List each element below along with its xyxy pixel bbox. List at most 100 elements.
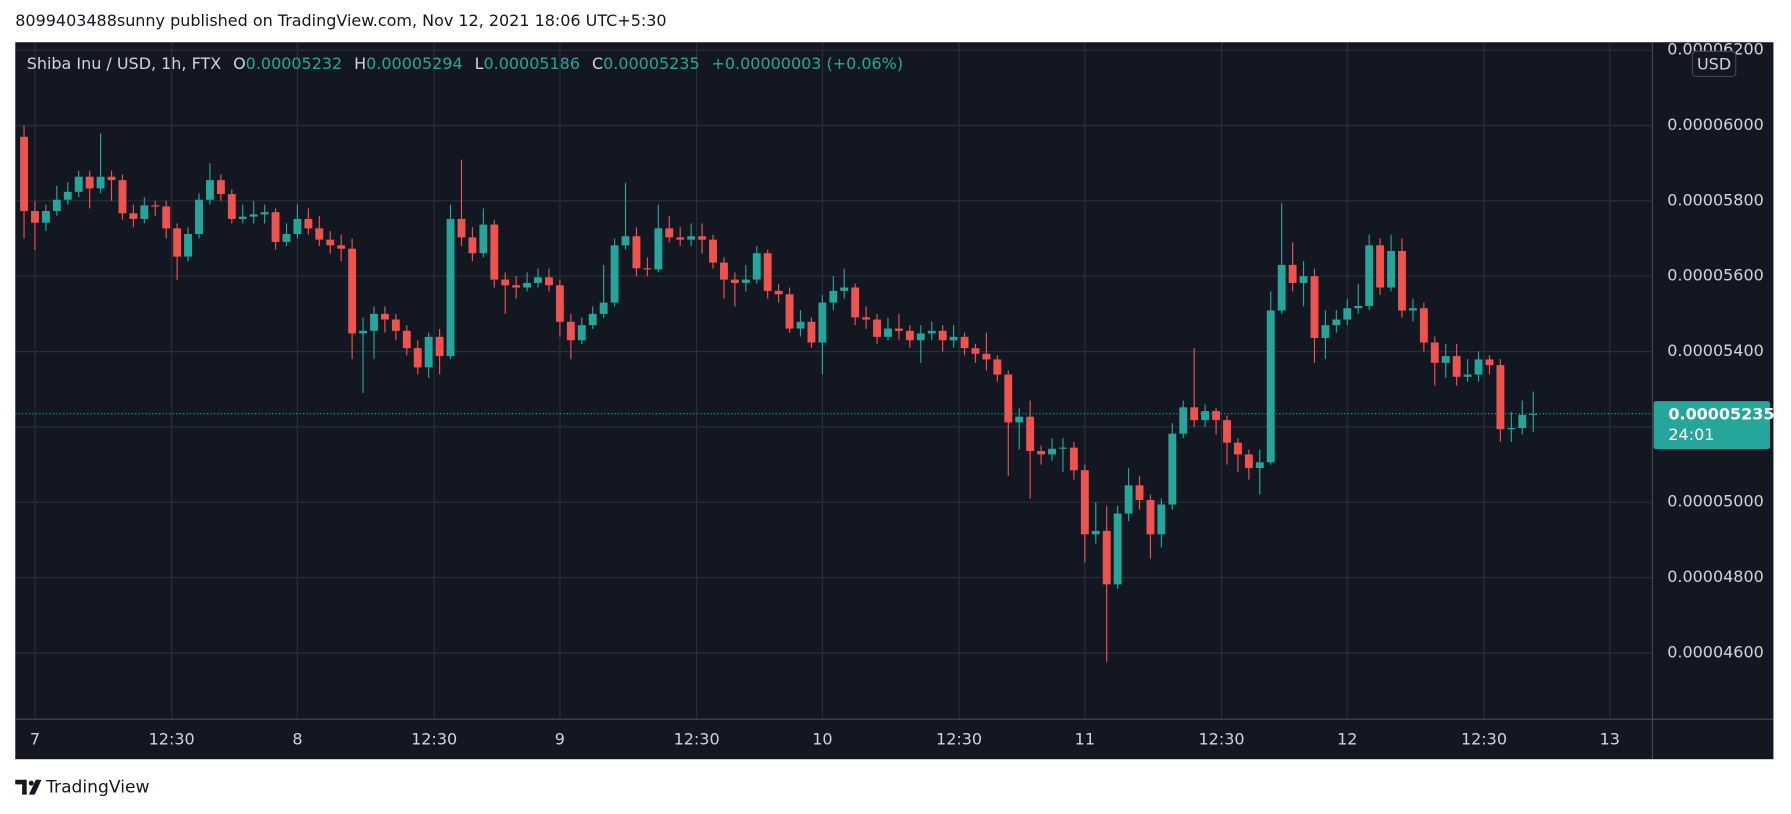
candle-body [271, 212, 280, 242]
x-tick-label: 13 [1600, 729, 1620, 748]
chart-panel [15, 42, 1774, 760]
candle-body [534, 277, 542, 283]
candle-body [173, 228, 182, 257]
publisher-line: 8099403488sunny published on TradingView… [15, 11, 666, 30]
candle-body [446, 218, 455, 357]
candle-body [337, 245, 346, 249]
candle-body [85, 176, 94, 189]
x-tick-label: 12:30 [411, 729, 457, 748]
y-tick-label: 0.00004800 [1667, 567, 1764, 586]
candle-body [1102, 530, 1111, 585]
candle-body [1288, 264, 1297, 283]
candle-body [216, 180, 225, 195]
candle-body [1310, 276, 1319, 338]
close-label: C [592, 53, 603, 72]
candle-body [1496, 365, 1505, 430]
candle-body [1474, 359, 1483, 375]
candle-body [993, 359, 1002, 375]
countdown: 24:01 [1668, 425, 1714, 444]
candle-body [676, 237, 685, 240]
candle-body [457, 218, 466, 238]
candle-body [1157, 504, 1166, 535]
candle-body [960, 336, 969, 349]
candle-body [1015, 416, 1024, 423]
candle-body [1135, 485, 1144, 500]
candle-body [391, 319, 400, 331]
x-tick-label: 7 [30, 729, 40, 748]
candle-body [249, 214, 258, 217]
tradingview-logo: TradingView [15, 778, 149, 798]
candle-body [206, 180, 214, 200]
candle-body [621, 236, 630, 246]
high-label: H [354, 53, 366, 72]
candle-body [862, 317, 871, 320]
candle-body [20, 136, 28, 212]
candle-body [1091, 530, 1100, 535]
candle-body [905, 330, 914, 341]
x-tick-label: 12 [1337, 729, 1357, 748]
candle-body [424, 336, 433, 368]
candle-body [1463, 374, 1472, 377]
candle-body [894, 328, 903, 331]
candle-body [1244, 454, 1253, 468]
candle-body [118, 180, 127, 214]
candle-body [512, 285, 521, 288]
candle-body [1419, 308, 1428, 343]
candle-body [479, 224, 488, 254]
candle-body [1168, 433, 1177, 505]
candle-body [151, 205, 160, 207]
candle-body [1059, 447, 1067, 449]
candle-body [873, 319, 881, 337]
x-tick-label: 12:30 [936, 729, 982, 748]
candle-body [1365, 245, 1374, 306]
candle-body [741, 279, 750, 283]
candle-body [1518, 414, 1527, 429]
candle-body [1080, 470, 1089, 535]
candle-body [359, 330, 367, 334]
x-tick-label: 8 [292, 729, 302, 748]
candle-body [435, 336, 444, 357]
x-tick-label: 12:30 [1461, 729, 1507, 748]
low-value: 0.00005186 [484, 53, 581, 72]
candle-body [1113, 513, 1122, 585]
x-tick-label: 12:30 [1199, 729, 1245, 748]
candle-body [632, 236, 641, 269]
candle-body [380, 313, 389, 320]
candle-body [720, 262, 728, 280]
candle-body [1332, 319, 1341, 326]
candle-body [162, 206, 171, 229]
candle-body [1452, 356, 1461, 377]
x-tick-label: 12:30 [674, 729, 720, 748]
change: +0.00000003 (+0.06%) [712, 53, 904, 72]
candle-body [1146, 499, 1155, 535]
candle-body [566, 321, 575, 341]
candle-body [96, 176, 105, 189]
candle-body [304, 218, 313, 229]
candle-body [687, 236, 696, 240]
candle-body [195, 199, 203, 235]
candle-body [31, 211, 39, 223]
y-tick-label: 0.00005800 [1667, 190, 1764, 209]
candle-body [752, 253, 761, 280]
currency: USD [1697, 55, 1731, 74]
candle-body [588, 313, 597, 326]
candle-body [949, 336, 958, 341]
candle-body [129, 213, 138, 219]
candle-body [1037, 451, 1046, 455]
candle-body [1441, 356, 1450, 363]
candles [15, 125, 1653, 662]
candle-body [293, 218, 302, 235]
y-tick-label: 0.00005000 [1667, 492, 1764, 511]
candle-body [982, 353, 991, 360]
candle-body [184, 234, 193, 257]
candle-body [238, 216, 247, 219]
y-tick-label: 0.00004600 [1667, 642, 1764, 661]
candle-body [1321, 325, 1330, 338]
candle-body [260, 212, 269, 215]
candle-body [1234, 442, 1242, 455]
candle-body [829, 290, 838, 303]
candle-body [545, 277, 553, 286]
candle-body [730, 279, 739, 283]
candle-body [916, 333, 925, 341]
